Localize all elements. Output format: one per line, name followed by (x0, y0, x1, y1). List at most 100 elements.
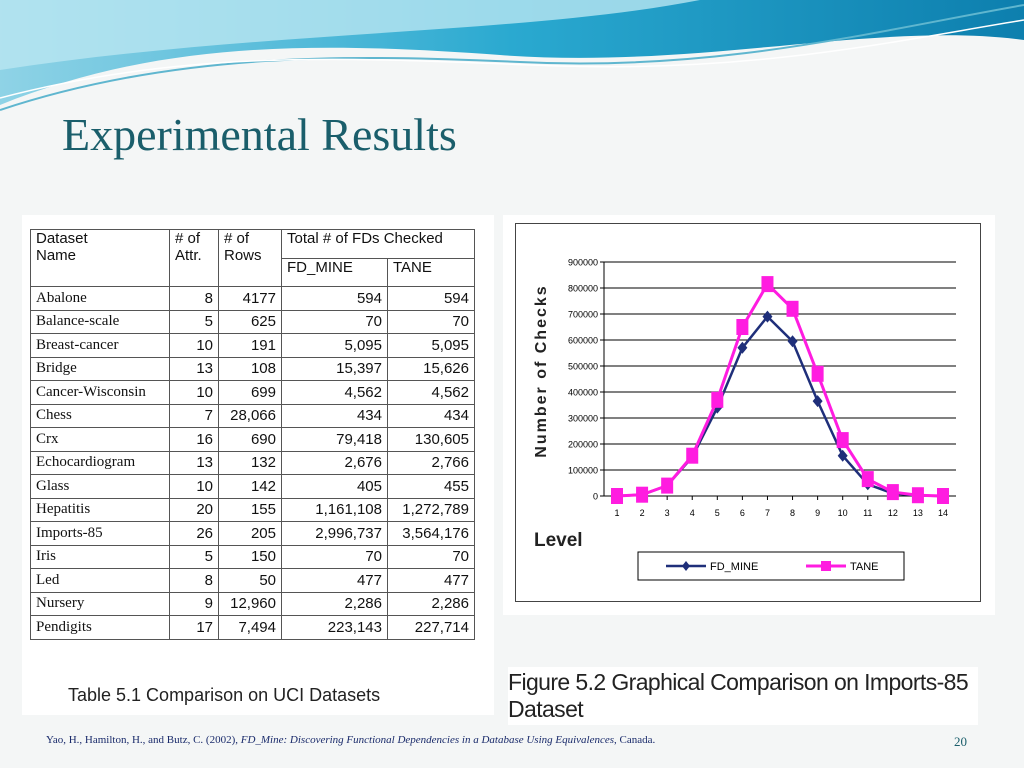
tane-checks-cell: 15,626 (387, 356, 475, 381)
row-count-cell: 191 (218, 333, 282, 358)
attr-count-cell: 26 (169, 521, 219, 546)
header-attr: # of Attr. (169, 229, 219, 287)
header-rows-line2: Rows (224, 247, 262, 264)
table-subheader-row: FD_MINE TANE (31, 257, 475, 287)
fdmine-checks-cell: 1,161,108 (281, 497, 388, 522)
header-rows-line1: # of (224, 230, 250, 247)
slide-title: Experimental Results (62, 109, 457, 160)
x-tick-label: 3 (665, 508, 670, 518)
tane-checks-cell: 1,272,789 (387, 497, 475, 522)
dataset-name-cell: Echocardiogram (30, 450, 170, 475)
tane-checks-cell: 70 (387, 544, 475, 569)
y-tick-label: 100000 (568, 466, 598, 476)
reference-prefix: Yao, H., Hamilton, H., and Butz, C. (200… (46, 734, 241, 746)
dataset-name-cell: Balance-scale (30, 309, 170, 334)
tane-point (911, 487, 924, 504)
tane-point (886, 484, 899, 501)
x-tick-label: 12 (888, 508, 898, 518)
row-count-cell: 155 (218, 497, 282, 522)
attr-count-cell: 10 (169, 333, 219, 358)
legend-label: TANE (850, 561, 879, 573)
tane-checks-cell: 594 (387, 286, 475, 311)
legend-label: FD_MINE (710, 561, 758, 573)
dataset-name-cell: Glass (30, 474, 170, 499)
dataset-name-cell: Chess (30, 403, 170, 428)
x-tick-label: 13 (913, 508, 923, 518)
y-tick-label: 500000 (568, 362, 598, 372)
tane-point (761, 276, 774, 293)
table-row: Hepatitis 20 155 1,161,108 1,272,789 (30, 497, 475, 522)
row-count-cell: 625 (218, 309, 282, 334)
fdmine-checks-cell: 2,676 (281, 450, 388, 475)
fdmine-checks-cell: 434 (281, 403, 388, 428)
fdmine-checks-cell: 70 (281, 309, 388, 334)
x-tick-label: 6 (740, 508, 745, 518)
y-tick-label: 700000 (568, 310, 598, 320)
fdmine-checks-cell: 15,397 (281, 356, 388, 381)
series-line-tane (616, 281, 944, 498)
table-row: Led 8 50 477 477 (30, 568, 475, 593)
table-row: Balance-scale 5 625 70 70 (30, 309, 475, 334)
tane-checks-cell: 477 (387, 568, 475, 593)
tane-checks-cell: 2,766 (387, 450, 475, 475)
y-axis-title: Number of Checks (533, 284, 550, 457)
fdmine-checks-cell: 405 (281, 474, 388, 499)
x-tick-label: 5 (715, 508, 720, 518)
tane-point (711, 391, 724, 408)
attr-count-cell: 13 (169, 450, 219, 475)
attr-count-cell: 10 (169, 474, 219, 499)
fdmine-point (837, 449, 848, 462)
tane-checks-cell: 70 (387, 309, 475, 334)
tane-point (786, 300, 799, 317)
tane-point (811, 365, 824, 382)
fdmine-point (812, 395, 823, 408)
row-count-cell: 699 (218, 380, 282, 405)
dataset-name-cell: Cancer-Wisconsin (30, 380, 170, 405)
legend-marker-diamond (682, 561, 690, 571)
table-row: Iris 5 150 70 70 (30, 544, 475, 569)
fdmine-checks-cell: 4,562 (281, 380, 388, 405)
dataset-name-cell: Abalone (30, 286, 170, 311)
tane-checks-cell: 227,714 (387, 615, 475, 640)
legend-marker-square (821, 561, 831, 571)
attr-count-cell: 9 (169, 591, 219, 616)
dataset-name-cell: Pendigits (30, 615, 170, 640)
attr-count-cell: 5 (169, 309, 219, 334)
table-row: Chess 7 28,066 434 434 (30, 403, 475, 428)
x-tick-label: 14 (938, 508, 948, 518)
attr-count-cell: 17 (169, 615, 219, 640)
tane-checks-cell: 434 (387, 403, 475, 428)
dataset-name-cell: Nursery (30, 591, 170, 616)
fdmine-checks-cell: 477 (281, 568, 388, 593)
row-count-cell: 132 (218, 450, 282, 475)
dataset-name-cell: Breast-cancer (30, 333, 170, 358)
dataset-name-cell: Imports-85 (30, 521, 170, 546)
header-dataset-line1: Dataset (36, 230, 88, 247)
row-count-cell: 50 (218, 568, 282, 593)
fdmine-checks-cell: 5,095 (281, 333, 388, 358)
row-count-cell: 7,494 (218, 615, 282, 640)
dataset-name-cell: Bridge (30, 356, 170, 381)
dataset-name-cell: Hepatitis (30, 497, 170, 522)
row-count-cell: 150 (218, 544, 282, 569)
x-axis-title: Level (534, 530, 583, 551)
header-total-fds: Total # of FDs Checked (281, 229, 475, 259)
tane-checks-cell: 2,286 (387, 591, 475, 616)
table-caption: Table 5.1 Comparison on UCI Datasets (68, 685, 381, 705)
table-row: Crx 16 690 79,418 130,605 (30, 427, 475, 452)
y-tick-label: 0 (593, 492, 598, 502)
row-count-cell: 690 (218, 427, 282, 452)
attr-count-cell: 10 (169, 380, 219, 405)
tane-point (686, 447, 699, 464)
row-count-cell: 205 (218, 521, 282, 546)
reference-title: FD_Mine: Discovering Functional Dependen… (240, 734, 615, 746)
tane-point (861, 471, 874, 488)
attr-count-cell: 13 (169, 356, 219, 381)
table-row: Cancer-Wisconsin 10 699 4,562 4,562 (30, 380, 475, 405)
dataset-name-cell: Crx (30, 427, 170, 452)
tane-checks-cell: 5,095 (387, 333, 475, 358)
uci-comparison-table: Dataset Name # of Attr. # of Rows Total … (30, 229, 475, 640)
table-row: Breast-cancer 10 191 5,095 5,095 (30, 333, 475, 358)
y-tick-label: 300000 (568, 414, 598, 424)
header-tane: TANE (387, 257, 475, 287)
